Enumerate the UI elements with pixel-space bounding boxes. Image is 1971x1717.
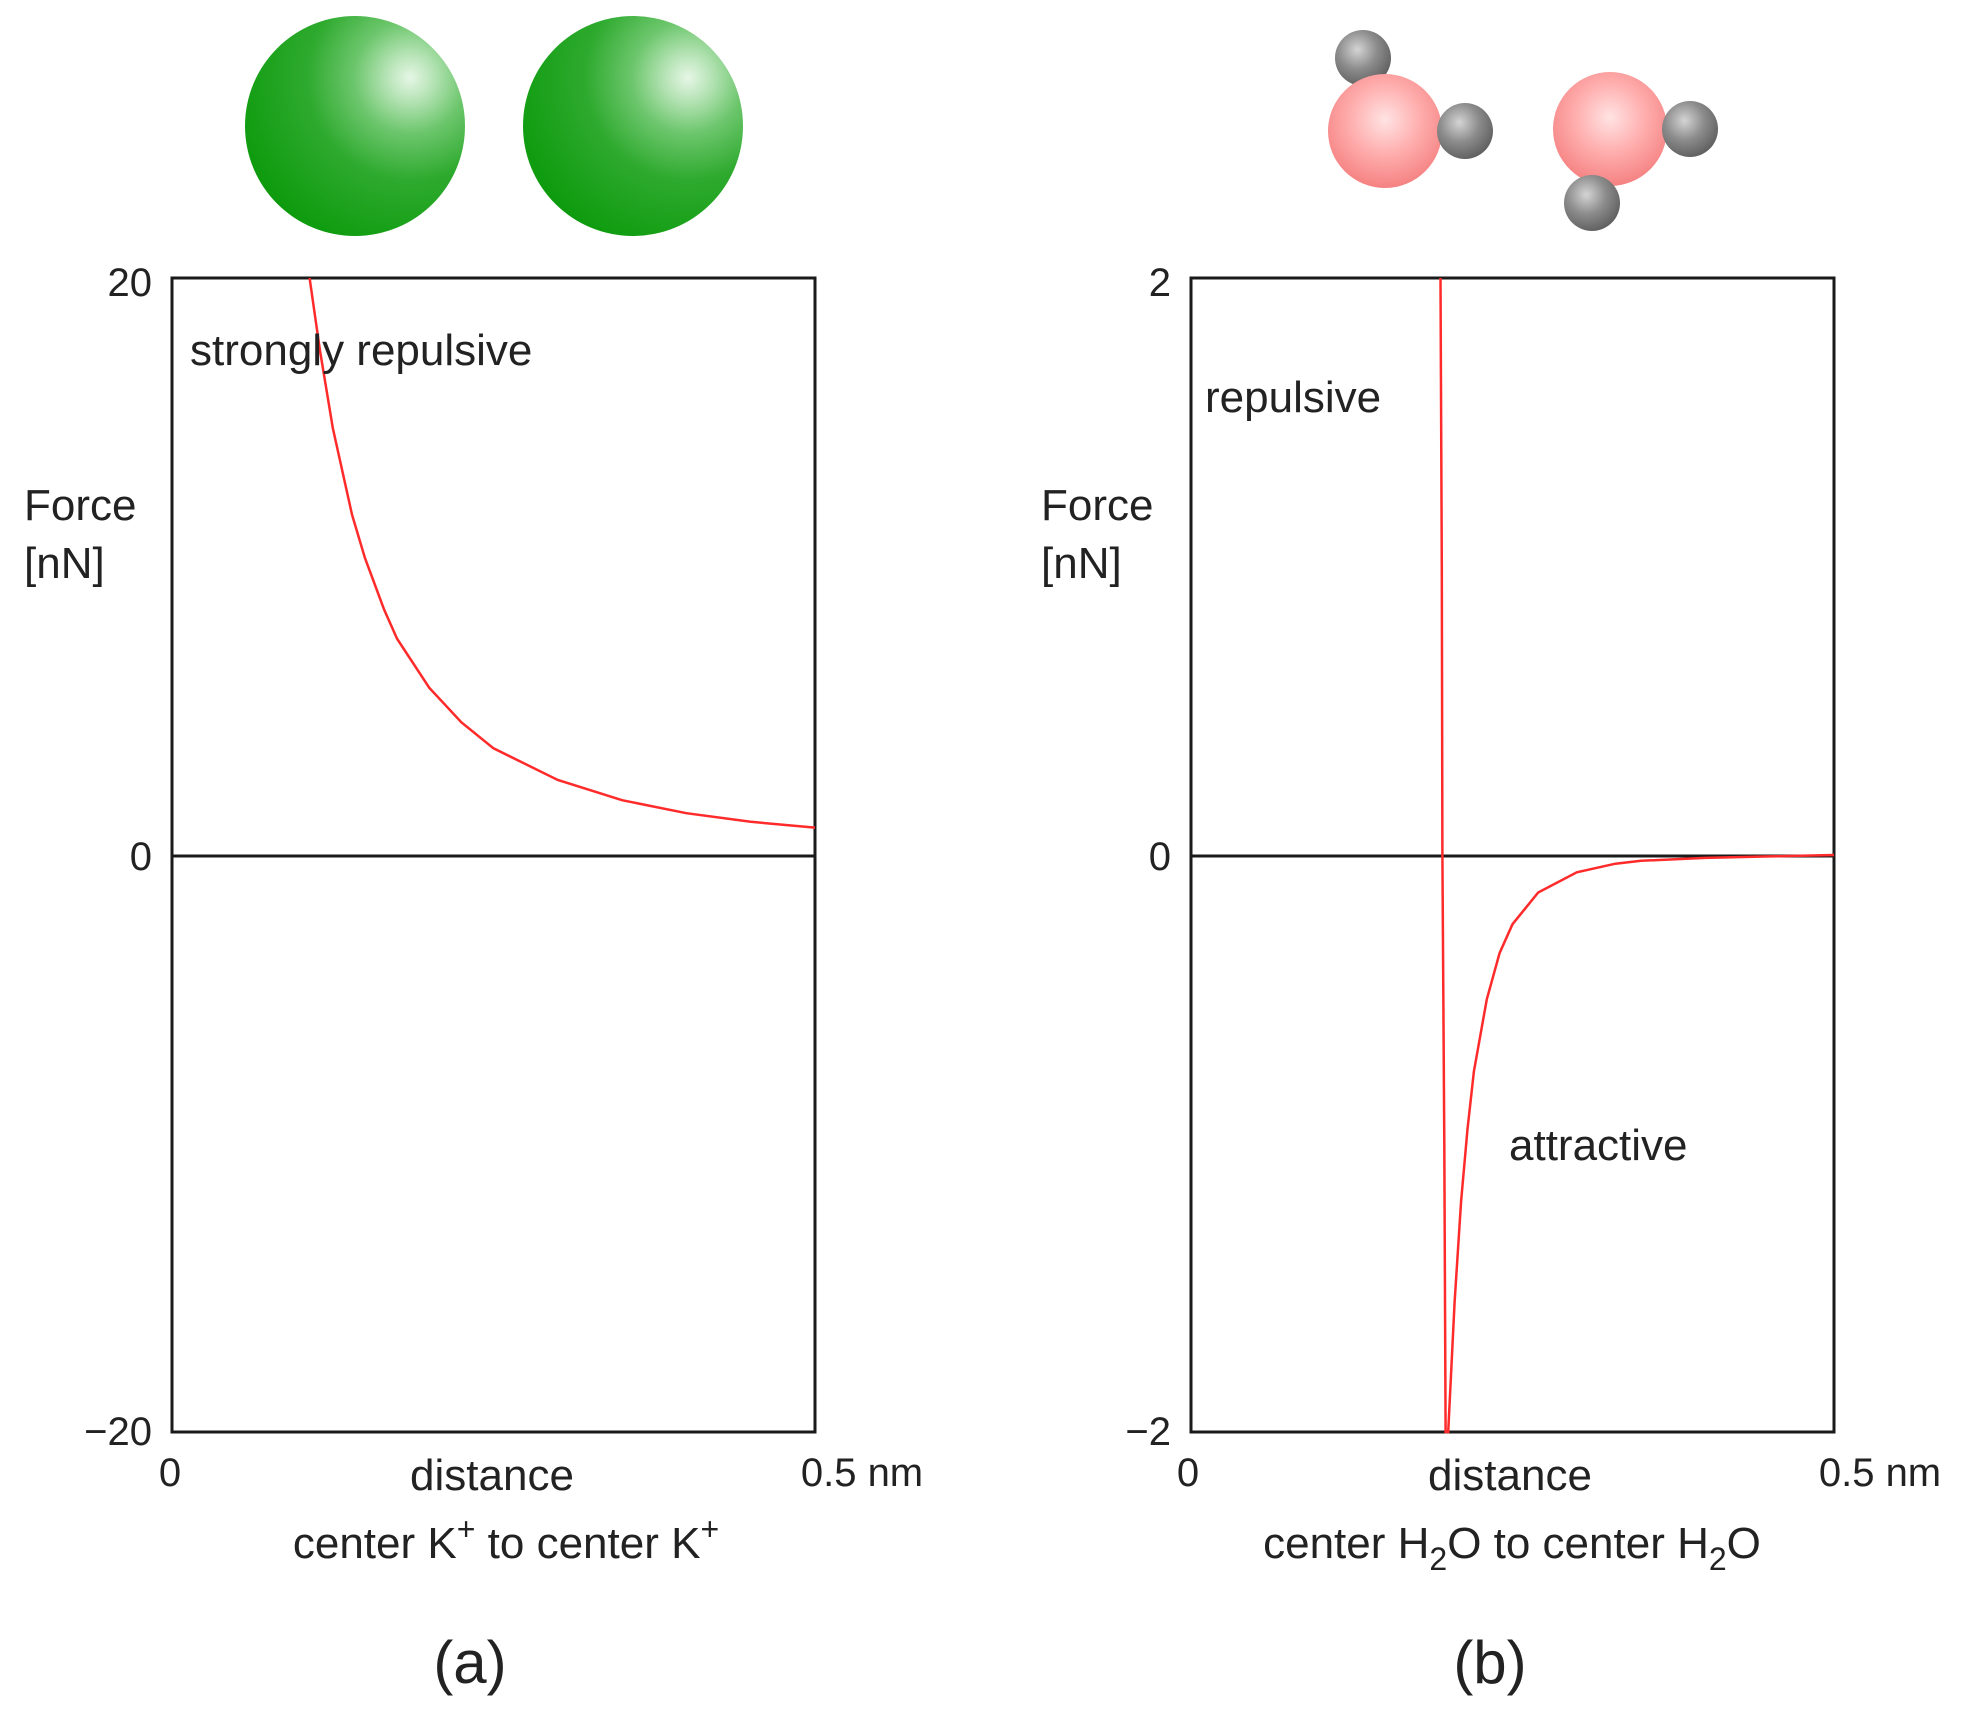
oxygen-atom: [1328, 74, 1442, 188]
y-axis-label: Force: [1041, 481, 1153, 530]
x-tick-label: 0.5 nm: [1819, 1451, 1941, 1495]
y-tick-label: −2: [1125, 1410, 1171, 1454]
water-molecule-left: [1328, 30, 1493, 188]
water-molecules-illustration: [1328, 30, 1718, 231]
panel-a: 20 0 −20 Force [nN] 0 0.5 nm distance ce…: [24, 261, 923, 1696]
panel-label: (b): [1453, 1629, 1526, 1696]
hydrogen-atom: [1437, 103, 1493, 159]
force-curve: [308, 277, 816, 829]
oxygen-atom: [1553, 72, 1667, 186]
panel-label: (a): [433, 1629, 506, 1696]
y-tick-label: 20: [108, 261, 153, 305]
annotation-strongly-repulsive: strongly repulsive: [190, 326, 532, 375]
x-tick-label: 0.5 nm: [801, 1451, 923, 1495]
x-axis-label: distance: [1428, 1451, 1592, 1500]
water-molecule-right: [1553, 72, 1718, 231]
x-axis-sublabel: center H2O to center H2O: [1263, 1519, 1761, 1577]
x-tick-label: 0: [1177, 1451, 1199, 1495]
k-ion-sphere-right: [523, 16, 743, 236]
x-tick-label: 0: [159, 1451, 181, 1495]
panel-b: 2 0 −2 Force [nN] 0 0.5 nm distance cent…: [1041, 261, 1941, 1696]
y-tick-label: 2: [1149, 261, 1171, 305]
hydrogen-atom: [1335, 30, 1391, 86]
x-axis-label: distance: [410, 1451, 574, 1500]
annotation-attractive: attractive: [1509, 1121, 1688, 1170]
annotation-repulsive: repulsive: [1205, 373, 1381, 422]
y-tick-label: 0: [1149, 835, 1171, 879]
y-tick-label: 0: [130, 835, 152, 879]
k-ion-sphere-left: [245, 16, 465, 236]
y-axis-unit: [nN]: [24, 539, 105, 588]
force-curve: [1439, 277, 1835, 1434]
y-axis-label: Force: [24, 481, 136, 530]
x-axis-sublabel: center K+ to center K+: [293, 1511, 719, 1568]
hydrogen-atom: [1662, 101, 1718, 157]
y-axis-unit: [nN]: [1041, 539, 1122, 588]
k-ion-illustration: [245, 16, 743, 236]
y-tick-label: −20: [84, 1410, 152, 1454]
hydrogen-atom: [1564, 175, 1620, 231]
